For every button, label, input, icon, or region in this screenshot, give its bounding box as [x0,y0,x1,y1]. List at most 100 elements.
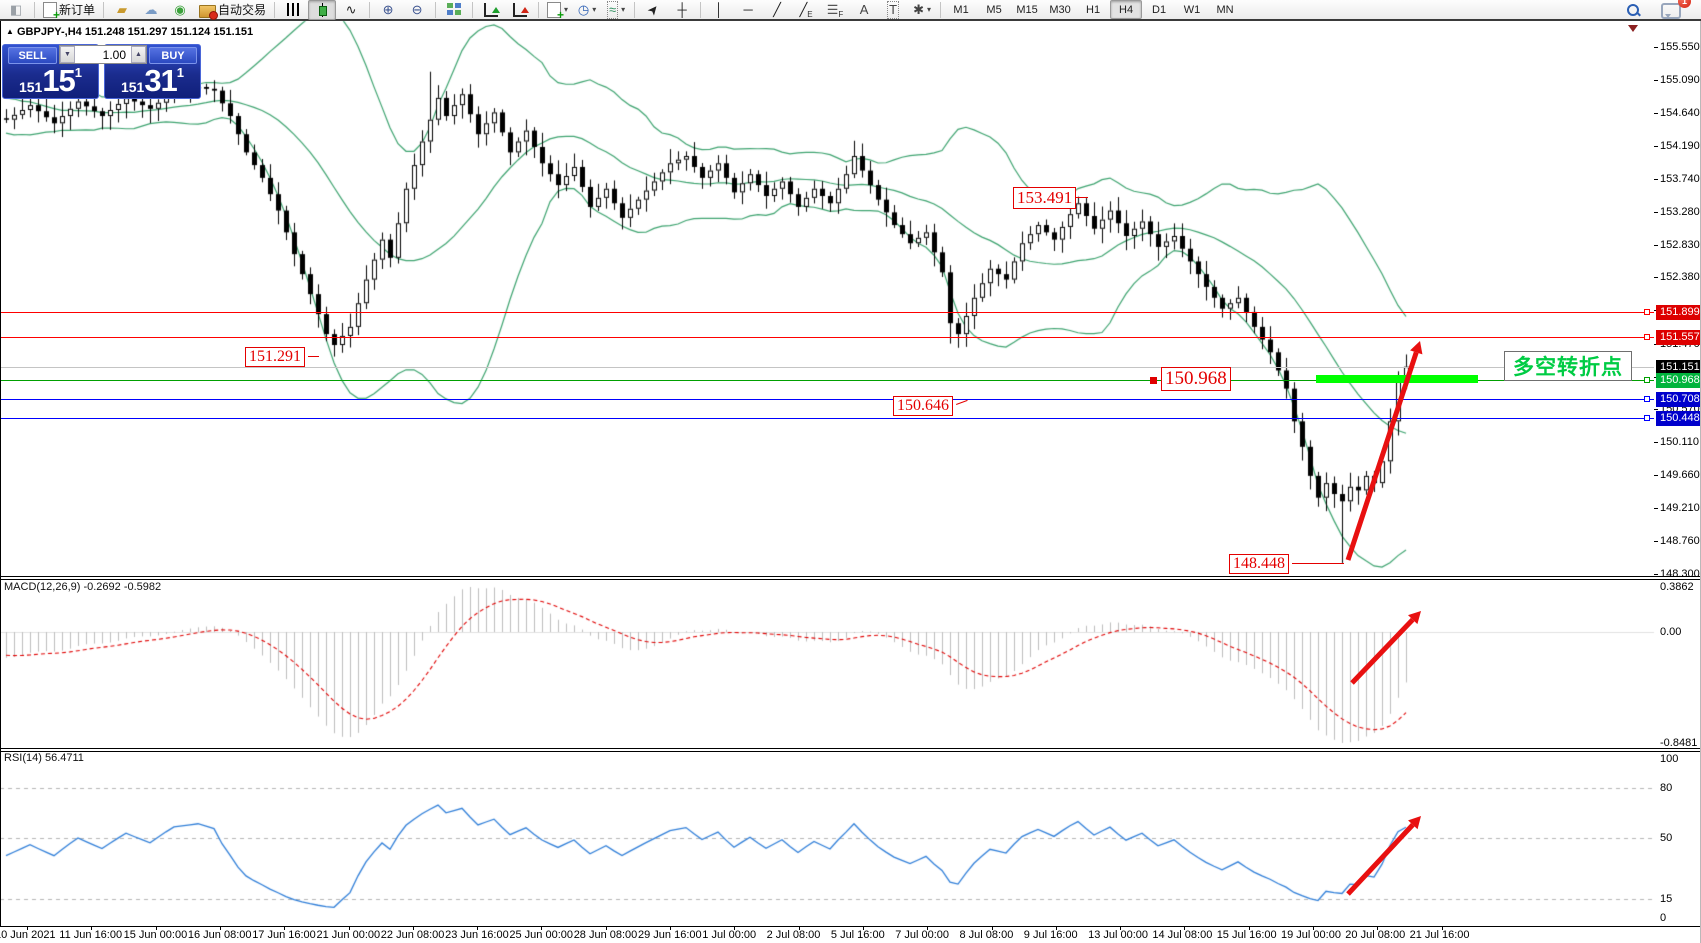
time-axis-label[interactable]: 9 Jul 16:00 [1023,929,1078,941]
time-axis-label[interactable]: 15 Jun 00:00 [123,929,188,941]
chat-button[interactable]: 1 [1657,0,1691,20]
time-axis-label[interactable]: 10 Jun 2021 [0,929,56,941]
fibonacci-button[interactable]: ☰ F [821,0,849,20]
text-button[interactable]: A [850,0,878,20]
time-axis-label[interactable]: 2 Jul 08:00 [766,929,821,941]
tile-windows-button[interactable] [440,0,468,20]
sell-price-pip: 1 [74,65,83,80]
crosshair-button[interactable]: ┼ [668,0,696,20]
time-tick [605,926,607,930]
templates-button[interactable]: ▾ [543,0,572,22]
zoom-in-button[interactable]: ⊕ [374,0,402,20]
time-axis-label[interactable]: 7 Jul 00:00 [895,929,950,941]
resistance-line-2[interactable] [0,337,1654,338]
support-line-2-handle[interactable] [1644,415,1650,421]
time-axis-label[interactable]: 16 Jun 08:00 [187,929,252,941]
candlestick-chart-button[interactable] [308,0,337,20]
price-annotation[interactable]: 153.491 [1013,187,1077,209]
timeframe-button-h1[interactable]: H1 [1086,3,1101,16]
price-axis-label: 155.550 [1660,41,1700,53]
line-chart-button[interactable]: ∿ [337,0,365,20]
current-price-line[interactable] [0,367,1654,368]
new-order-button[interactable]: 新订单 [39,0,99,22]
resistance-line-1[interactable] [0,312,1654,313]
timeframe-button-m15[interactable]: M15 [1016,3,1038,16]
time-axis-label[interactable]: 21 Jul 16:00 [1409,929,1470,941]
equidistant-channel-button[interactable]: ╱ E [792,0,820,20]
vertical-line-button[interactable]: │ [705,0,733,20]
time-axis-label[interactable]: 14 Jul 08:00 [1152,929,1213,941]
sell-button[interactable]: SELL [8,47,57,64]
timeframe-button-m5[interactable]: M5 [986,3,1002,16]
time-axis-label[interactable]: 1 Jul 00:00 [702,929,757,941]
sell-price[interactable]: 151 15 1 [2,65,99,96]
resistance-line-1-handle[interactable] [1644,309,1650,315]
line-selection-marker[interactable] [1150,377,1157,384]
time-axis-label[interactable]: 20 Jul 08:00 [1345,929,1406,941]
volume-value[interactable]: 1.00 [102,47,126,62]
signals-button[interactable]: ◉ [166,0,194,20]
pane-divider-macd[interactable] [0,576,1701,580]
time-axis-label[interactable]: 22 Jun 08:00 [380,929,445,941]
autotrading-button[interactable]: 自动交易 [195,0,270,20]
buy-button[interactable]: BUY [149,47,197,64]
marketwatch-button[interactable]: ☁ [137,0,165,20]
buy-price[interactable]: 151 31 1 [104,65,201,96]
time-axis-label[interactable]: 11 Jun 16:00 [59,929,123,941]
time-axis-label[interactable]: 28 Jun 08:00 [573,929,638,941]
indicators-button[interactable]: ≈ ▾ [602,0,630,20]
timeframe-button-h4[interactable]: H4 [1110,0,1143,19]
chart-shift-button[interactable] [506,0,534,20]
time-axis-label[interactable]: 13 Jul 00:00 [1088,929,1149,941]
price-annotation[interactable]: 150.646 [893,396,953,416]
time-tick [412,926,414,930]
timeframe-button-m1[interactable]: M1 [953,3,969,16]
sell-price-figure: 151 [18,79,43,95]
search-button[interactable] [1619,0,1647,20]
time-axis-label[interactable]: 21 Jun 00:00 [316,929,381,941]
time-tick [1184,926,1186,930]
trendline-button[interactable]: ╱ [763,0,791,20]
timeframe-button-m30[interactable]: M30 [1049,3,1071,16]
time-axis-label[interactable]: 29 Jun 16:00 [638,929,702,941]
zoom-out-button[interactable]: ⊖ [403,0,431,20]
volume-decrease-button[interactable]: ▼ [60,46,75,63]
cursor-button[interactable]: ➤ [639,0,667,20]
chart-shift-marker[interactable] [1628,25,1638,37]
time-axis-label[interactable]: 15 Jul 16:00 [1216,929,1277,941]
support-line-1-handle[interactable] [1644,396,1650,402]
price-annotation[interactable]: 150.968 [1161,367,1231,391]
support-line-2[interactable] [0,418,1654,419]
auto-scroll-button[interactable] [477,0,505,20]
line-chart-icon: ∿ [345,1,357,17]
pivot-highlight-bar[interactable] [1316,375,1478,383]
timeframe-button-w1[interactable]: W1 [1183,3,1201,16]
bar-chart-button[interactable] [279,0,307,20]
chart-window-icon[interactable]: ◧ [2,0,30,20]
timeframe-button-d1[interactable]: D1 [1152,3,1167,16]
time-axis-label[interactable]: 8 Jul 08:00 [959,929,1014,941]
time-axis-label[interactable]: 25 Jun 00:00 [509,929,574,941]
pivot-line-handle[interactable] [1644,377,1650,383]
symbol-marker-icon: ▲ [6,27,14,36]
text-label-button[interactable]: T [879,0,907,20]
arrows-button[interactable]: ✱ ▾ [908,0,936,20]
support-line-1[interactable] [0,399,1654,400]
metaeditor-button[interactable]: ▰ [108,0,136,20]
timeframe-button-mn[interactable]: MN [1216,3,1234,16]
volume-increase-button[interactable]: ▲ [131,46,146,63]
periods-button[interactable]: ◷ ▾ [573,0,601,20]
horizontal-line-button[interactable]: ─ [734,0,762,20]
turning-point-label[interactable]: 多空转折点 [1504,351,1632,381]
time-axis-label[interactable]: 17 Jun 16:00 [252,929,316,941]
rsi-axis-label: 0 [1660,912,1667,924]
time-axis-label[interactable]: 5 Jul 16:00 [830,929,885,941]
pivot-line[interactable] [0,380,1654,381]
price-annotation[interactable]: 148.448 [1229,554,1289,574]
price-annotation[interactable]: 151.291 [245,347,305,367]
time-axis-label[interactable]: 19 Jul 00:00 [1281,929,1341,941]
resistance-line-2-handle[interactable] [1644,334,1650,340]
pane-divider-rsi[interactable] [0,748,1701,752]
time-axis-label[interactable]: 23 Jun 16:00 [445,929,509,941]
